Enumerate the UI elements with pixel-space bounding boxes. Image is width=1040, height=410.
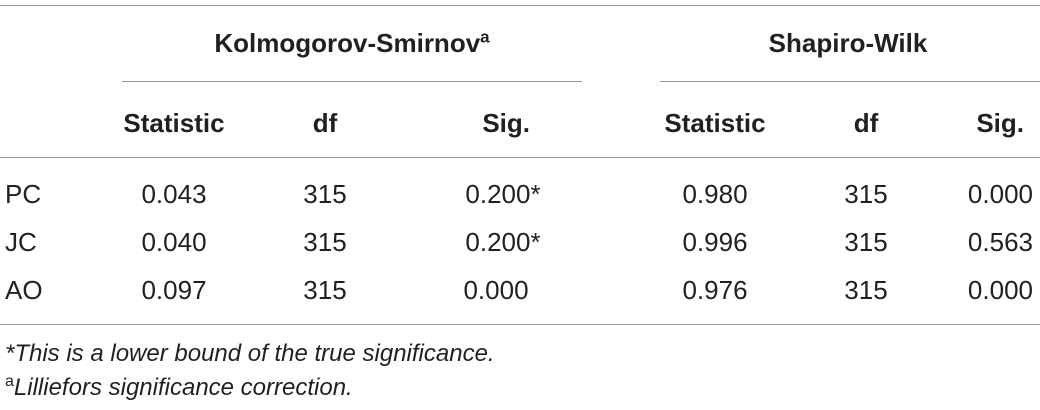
row-label: JC [5,227,37,257]
sw-title: Shapiro-Wilk [768,28,928,58]
cell-sw-df: 315 [844,179,888,209]
footnote-star: *This is a lower bound of the true signi… [5,340,495,367]
cell-sw-sig: 0.000 [967,275,1033,305]
cell-sw-df: 315 [844,227,888,257]
cell-sw-df: 315 [844,275,888,305]
col-header-ks-sig: Sig. [482,108,530,138]
ks-title: Kolmogorov-Smirnov [214,28,481,58]
cell-ks-statistic: 0.043 [141,179,207,209]
cell-ks-df: 315 [303,275,347,305]
cell-sw-statistic: 0.980 [682,179,748,209]
cell-ks-statistic: 0.040 [141,227,207,257]
cell-ks-df: 315 [303,179,347,209]
table-top-rule [0,5,1040,6]
row-label: PC [5,179,42,209]
cell-sw-statistic: 0.976 [682,275,748,305]
cell-ks-sig: 0.200* [465,179,541,209]
header-bottom-rule [0,157,1040,158]
cell-ks-df: 315 [303,227,347,257]
sw-group-rule [660,81,1040,82]
table-bottom-rule [0,324,1040,325]
col-header-ks-statistic: Statistic [123,108,225,138]
cell-ks-sig: 0.000 [463,275,529,305]
group-header-kolmogorov-smirnov: Kolmogorov-Smirnova [214,28,489,58]
ks-group-rule [122,81,582,82]
cell-sw-statistic: 0.996 [682,227,748,257]
footnote-a-text: Lilliefors significance correction. [13,374,353,401]
col-header-sw-statistic: Statistic [664,108,766,138]
row-label: AO [5,275,43,305]
col-header-ks-df: df [312,108,338,138]
cell-ks-sig: 0.200* [465,227,541,257]
col-header-sw-sig: Sig. [976,108,1024,138]
group-header-shapiro-wilk: Shapiro-Wilk [769,28,928,58]
col-header-sw-df: df [853,108,879,138]
ks-footnote-marker: a [480,27,490,47]
cell-sw-sig: 0.563 [967,227,1033,257]
footnote-a: aLilliefors significance correction. [5,374,353,402]
cell-ks-statistic: 0.097 [141,275,207,305]
cell-sw-sig: 0.000 [967,179,1033,209]
footnote-a-marker: a [5,373,14,390]
